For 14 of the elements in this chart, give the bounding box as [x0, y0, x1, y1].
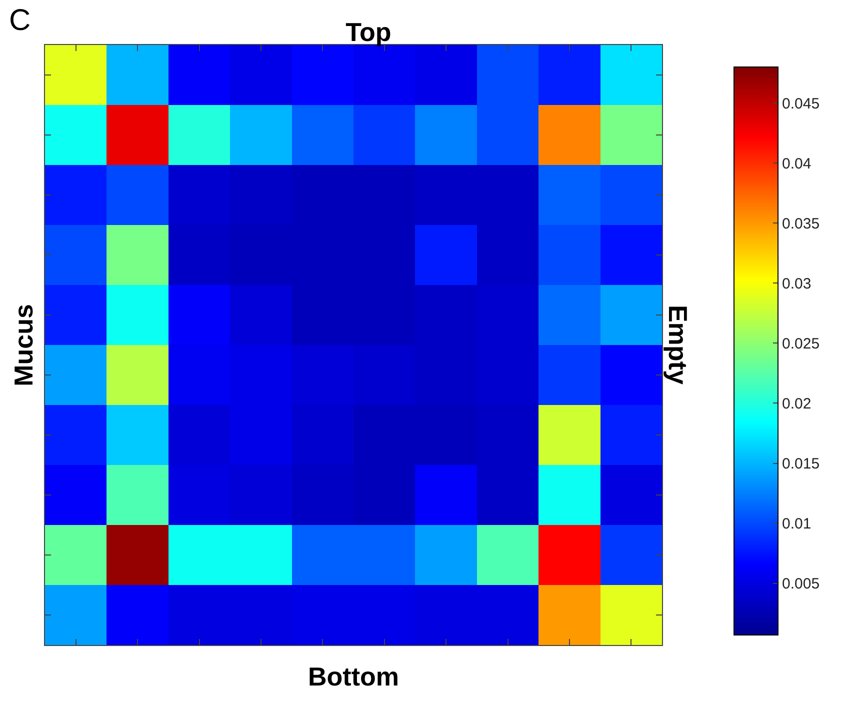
color-bar-label: 0.04 — [782, 155, 812, 172]
color-bar-label: 0.02 — [782, 395, 812, 412]
color-bar-label: 0.025 — [782, 335, 820, 352]
text: C — [9, 4, 31, 37]
color-bar-label: 0.035 — [782, 215, 820, 232]
color-bar-label: 0.03 — [782, 275, 812, 292]
color-bar-label: 0.01 — [782, 516, 812, 533]
y2-axis-title: Empty — [663, 304, 694, 385]
color-bar-label: 0.015 — [782, 456, 820, 473]
x-axis-title: Bottom — [308, 662, 399, 692]
color-bar-label: 0.005 — [782, 576, 820, 593]
y-axis-title: Mucus — [8, 304, 38, 386]
color-bar-label: 0.045 — [782, 95, 820, 112]
chart-title: Top — [346, 16, 392, 47]
